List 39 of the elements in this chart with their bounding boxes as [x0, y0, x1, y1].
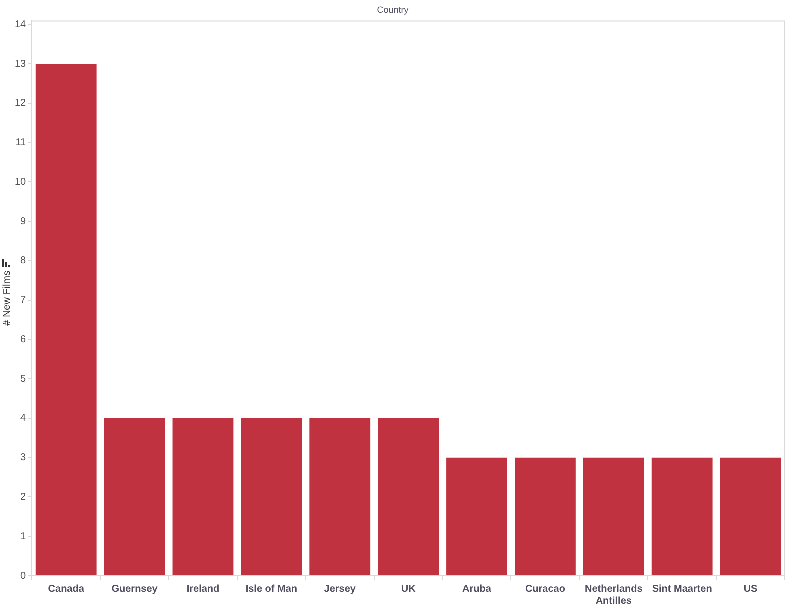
x-tick-label: Guernsey: [112, 584, 158, 595]
y-tick-label: 1: [20, 531, 27, 542]
chart-title: Country: [377, 4, 410, 15]
y-axis-title: # New Films: [2, 270, 13, 326]
y-tick-label: 2: [20, 492, 27, 503]
y-tick-label: 11: [16, 138, 27, 149]
bar: [583, 458, 644, 576]
y-tick-label: 8: [20, 256, 27, 267]
x-tick-label: US: [744, 584, 758, 595]
y-tick-label: 14: [15, 19, 27, 30]
bar: [310, 418, 371, 576]
y-tick-label: 7: [20, 295, 27, 306]
y-tick-label: 13: [15, 58, 27, 70]
bar: [514, 458, 576, 576]
x-tick-label: Curacao: [525, 584, 566, 595]
bar: [172, 418, 234, 576]
bar: [378, 418, 440, 576]
y-tick-label: 12: [15, 98, 27, 110]
bar: [446, 458, 508, 576]
x-tick-label: Ireland: [186, 584, 220, 595]
bar: [720, 458, 782, 576]
y-tick-label: 10: [15, 176, 27, 188]
y-tick-label: 4: [20, 413, 27, 424]
x-tick-label: Jersey: [324, 584, 356, 595]
x-tick-label: Aruba: [462, 584, 492, 595]
x-tick-label: Netherlands Antilles: [584, 584, 644, 607]
x-tick-label: Canada: [48, 584, 85, 595]
y-tick-label: 0: [20, 570, 27, 582]
bar: [104, 418, 166, 576]
y-tick-label: 6: [20, 334, 27, 346]
y-tick-label: 3: [20, 452, 27, 464]
y-tick-label: 9: [20, 216, 27, 228]
y-tick-label: 5: [20, 374, 27, 385]
x-tick-label: Isle of Man: [246, 584, 298, 595]
bar: [652, 458, 713, 576]
bar: [36, 64, 97, 576]
x-tick-label: Sint Maarten: [652, 584, 712, 595]
x-tick-label: UK: [401, 584, 417, 595]
bar: [241, 418, 302, 576]
